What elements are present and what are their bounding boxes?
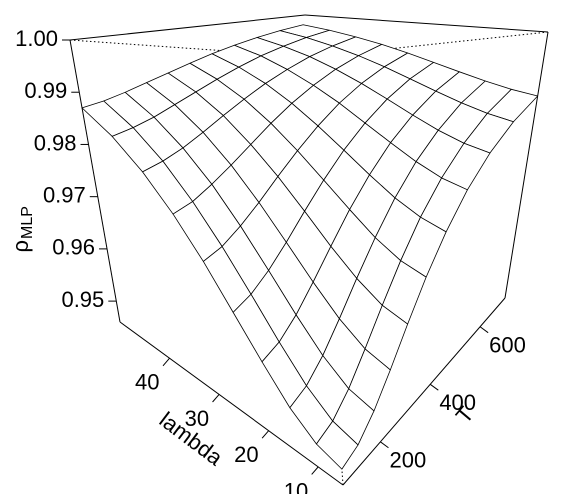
surface <box>81 24 539 470</box>
box-edge <box>342 297 506 486</box>
x-tick-label: 30 <box>185 406 209 431</box>
x-tick-label: 10 <box>284 478 308 494</box>
box-edge <box>304 14 549 33</box>
box-edge <box>69 14 306 41</box>
x-tick <box>162 357 170 367</box>
x-tick <box>212 394 220 403</box>
y-tick-label: 600 <box>489 333 526 358</box>
z-tick-label: 1.00 <box>15 26 58 51</box>
z-tick-label: 0.96 <box>52 235 95 260</box>
x-tick <box>311 466 319 475</box>
x-tick <box>261 430 270 439</box>
z-axis-title-sub: MLP <box>19 206 36 239</box>
z-axis-title-main: ρ <box>8 240 33 253</box>
y-tick <box>429 383 439 391</box>
y-tick-label: 400 <box>439 390 476 415</box>
y-tick <box>479 326 489 334</box>
y-tick-label: 200 <box>389 448 426 473</box>
z-tick-label: 0.97 <box>43 182 86 207</box>
box-edge <box>504 31 549 299</box>
box-edge <box>119 321 344 486</box>
x-tick-label: 20 <box>234 442 258 467</box>
x-tick-label: 40 <box>135 370 159 395</box>
y-tick <box>380 441 389 449</box>
z-axis-title: ρ MLP <box>8 206 36 252</box>
z-tick-label: 0.98 <box>34 130 77 155</box>
z-tick-label: 0.99 <box>24 78 67 103</box>
surface-cell <box>316 420 359 470</box>
z-tick-label: 0.95 <box>61 287 104 312</box>
box-edge <box>69 39 121 323</box>
box-edge <box>69 39 314 58</box>
